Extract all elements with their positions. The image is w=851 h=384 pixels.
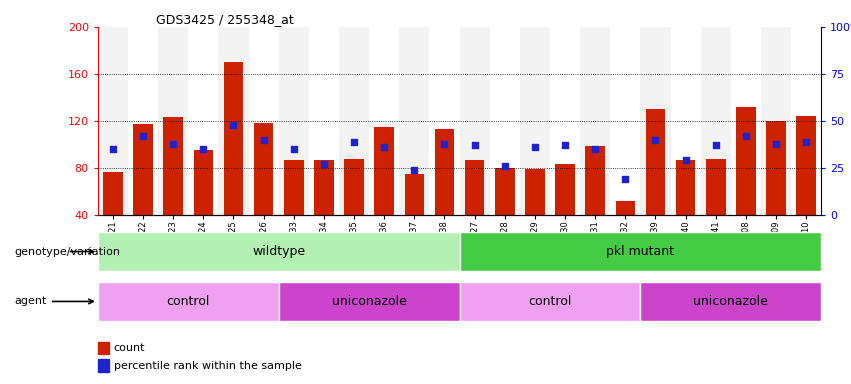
Bar xyxy=(248,27,278,215)
Point xyxy=(468,142,482,149)
Bar xyxy=(163,118,183,215)
Bar xyxy=(103,172,123,215)
Bar xyxy=(430,27,460,215)
Bar xyxy=(640,27,671,215)
Point xyxy=(347,139,361,145)
Text: control: control xyxy=(528,295,572,308)
Bar xyxy=(345,159,364,215)
Point xyxy=(197,146,210,152)
Bar xyxy=(580,27,610,215)
Point xyxy=(377,144,391,151)
Point xyxy=(619,176,632,182)
Bar xyxy=(399,27,430,215)
Text: genotype/variation: genotype/variation xyxy=(14,247,121,257)
Bar xyxy=(640,282,821,321)
Bar xyxy=(374,127,394,215)
Bar xyxy=(254,123,273,215)
Bar xyxy=(676,160,695,215)
Bar xyxy=(736,107,756,215)
Bar xyxy=(339,27,369,215)
Bar xyxy=(98,27,128,215)
Point xyxy=(317,161,331,167)
Point xyxy=(226,122,240,128)
Bar xyxy=(495,168,515,215)
Point xyxy=(408,167,421,173)
Text: GDS3425 / 255348_at: GDS3425 / 255348_at xyxy=(156,13,294,26)
Bar xyxy=(761,27,791,215)
Point xyxy=(709,142,722,149)
Bar xyxy=(610,27,640,215)
Bar xyxy=(700,27,731,215)
Bar xyxy=(489,27,520,215)
Bar xyxy=(309,27,339,215)
Point xyxy=(679,157,693,164)
Bar xyxy=(284,160,304,215)
Point xyxy=(167,141,180,147)
Bar xyxy=(98,282,278,321)
Bar xyxy=(98,359,109,372)
Bar xyxy=(435,129,454,215)
Point xyxy=(287,146,300,152)
Text: uniconazole: uniconazole xyxy=(694,295,768,308)
Bar xyxy=(706,159,726,215)
Bar xyxy=(98,342,109,354)
Point xyxy=(437,141,451,147)
Bar xyxy=(460,232,821,271)
Bar xyxy=(791,27,821,215)
Point xyxy=(528,144,542,151)
Bar xyxy=(188,27,219,215)
Text: percentile rank within the sample: percentile rank within the sample xyxy=(114,361,301,371)
Bar xyxy=(555,164,574,215)
Point xyxy=(136,133,150,139)
Text: uniconazole: uniconazole xyxy=(332,295,407,308)
Point xyxy=(498,163,511,169)
Bar xyxy=(671,27,700,215)
Bar xyxy=(465,160,484,215)
Bar xyxy=(585,146,605,215)
Bar xyxy=(219,27,248,215)
Bar xyxy=(193,151,213,215)
Bar xyxy=(404,174,424,215)
Bar xyxy=(520,27,550,215)
Bar xyxy=(615,201,635,215)
Point xyxy=(769,141,783,147)
Point xyxy=(799,139,813,145)
Bar xyxy=(128,27,158,215)
Bar xyxy=(646,109,665,215)
Bar xyxy=(369,27,399,215)
Bar xyxy=(550,27,580,215)
Bar xyxy=(731,27,761,215)
Bar xyxy=(278,27,309,215)
Point xyxy=(257,137,271,143)
Bar xyxy=(224,62,243,215)
Text: pkl mutant: pkl mutant xyxy=(607,245,674,258)
Point xyxy=(588,146,602,152)
Point xyxy=(739,133,752,139)
Point xyxy=(648,137,662,143)
Bar xyxy=(460,27,489,215)
Bar xyxy=(525,169,545,215)
Bar xyxy=(278,282,460,321)
Point xyxy=(106,146,120,152)
Bar xyxy=(98,232,460,271)
Bar xyxy=(797,116,816,215)
Point xyxy=(558,142,572,149)
Text: agent: agent xyxy=(14,296,94,306)
Bar xyxy=(158,27,188,215)
Bar xyxy=(134,124,153,215)
Text: count: count xyxy=(114,343,146,353)
Bar xyxy=(314,160,334,215)
Text: control: control xyxy=(167,295,210,308)
Bar xyxy=(460,282,640,321)
Bar xyxy=(766,121,785,215)
Text: wildtype: wildtype xyxy=(252,245,306,258)
